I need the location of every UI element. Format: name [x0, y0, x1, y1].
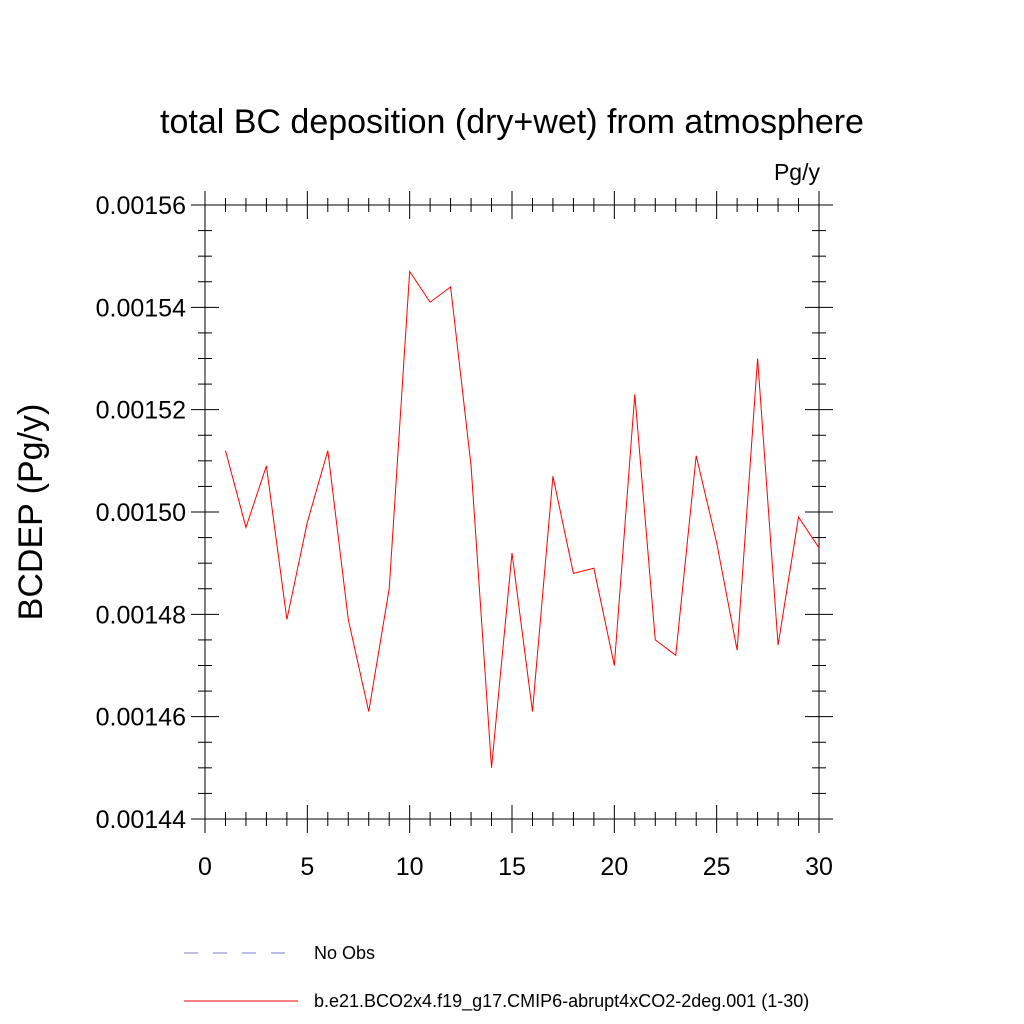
legend: No Obs b.e21.BCO2x4.f19_g17.CMIP6-abrupt… — [184, 943, 809, 1012]
x-tick-label: 20 — [600, 853, 628, 881]
y-tick-label: 0.00156 — [96, 192, 186, 220]
units-label: Pg/y — [774, 159, 821, 185]
y-axis-label: BCDEP (Pg/y) — [12, 404, 50, 621]
chart-title: total BC deposition (dry+wet) from atmos… — [160, 103, 864, 141]
x-tick-label: 10 — [396, 853, 424, 881]
x-tick-label: 30 — [805, 853, 833, 881]
axis-ticks — [191, 191, 833, 833]
series-line — [224, 270, 820, 768]
series-layer — [224, 270, 820, 768]
x-tick-labels: 0 5 10 15 20 25 30 — [198, 853, 833, 881]
y-tick-label: 0.00148 — [96, 601, 186, 629]
x-tick-label: 0 — [198, 853, 212, 881]
x-tick-label: 25 — [703, 853, 731, 881]
y-tick-labels: 0.00144 0.00146 0.00148 0.00150 0.00152 0.001… — [96, 192, 186, 834]
x-tick-label: 15 — [498, 853, 526, 881]
plot-frame — [204, 204, 820, 820]
y-tick-label: 0.00144 — [96, 806, 186, 834]
y-tick-label: 0.00150 — [96, 499, 186, 527]
y-tick-label: 0.00152 — [96, 397, 186, 425]
legend-label-no-obs: No Obs — [314, 943, 375, 963]
x-tick-label: 5 — [300, 853, 314, 881]
legend-label-model: b.e21.BCO2x4.f19_g17.CMIP6-abrupt4xCO2-2… — [314, 991, 809, 1012]
y-tick-label: 0.00154 — [96, 294, 186, 322]
y-tick-label: 0.00146 — [96, 704, 186, 732]
